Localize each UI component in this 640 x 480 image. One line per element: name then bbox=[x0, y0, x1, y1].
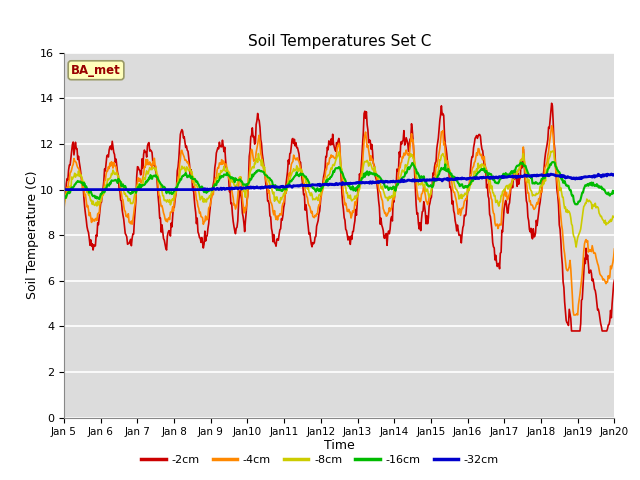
-16cm bbox=[549, 159, 557, 165]
-4cm bbox=[182, 158, 190, 164]
Line: -32cm: -32cm bbox=[64, 174, 614, 190]
-2cm bbox=[212, 160, 220, 166]
-32cm bbox=[182, 187, 190, 192]
Y-axis label: Soil Temperature (C): Soil Temperature (C) bbox=[26, 171, 39, 300]
-16cm bbox=[127, 191, 134, 197]
Text: BA_met: BA_met bbox=[71, 64, 121, 77]
-8cm bbox=[182, 164, 190, 170]
-8cm bbox=[572, 244, 580, 250]
-2cm bbox=[60, 201, 68, 207]
-4cm bbox=[422, 198, 430, 204]
-4cm bbox=[406, 144, 414, 150]
-32cm bbox=[406, 178, 414, 183]
-32cm bbox=[212, 187, 220, 192]
-2cm bbox=[568, 328, 575, 334]
Line: -16cm: -16cm bbox=[64, 162, 614, 204]
-4cm bbox=[570, 312, 578, 318]
-2cm bbox=[611, 277, 618, 283]
-32cm bbox=[607, 171, 615, 177]
-4cm bbox=[60, 206, 68, 212]
-2cm bbox=[70, 152, 78, 158]
-8cm bbox=[212, 181, 220, 187]
-2cm bbox=[127, 237, 134, 242]
X-axis label: Time: Time bbox=[324, 439, 355, 452]
-16cm bbox=[182, 172, 190, 178]
-8cm bbox=[549, 148, 557, 154]
-4cm bbox=[611, 246, 618, 252]
-32cm bbox=[611, 172, 618, 178]
-32cm bbox=[422, 178, 430, 183]
Line: -2cm: -2cm bbox=[64, 103, 614, 331]
Line: -8cm: -8cm bbox=[64, 151, 614, 247]
-8cm bbox=[127, 201, 134, 206]
-4cm bbox=[127, 221, 134, 227]
-8cm bbox=[406, 154, 414, 160]
-8cm bbox=[70, 174, 78, 180]
-2cm bbox=[182, 143, 190, 149]
-8cm bbox=[422, 189, 430, 194]
Legend: -2cm, -4cm, -8cm, -16cm, -32cm: -2cm, -4cm, -8cm, -16cm, -32cm bbox=[136, 451, 504, 469]
-16cm bbox=[422, 179, 430, 184]
-16cm bbox=[212, 182, 220, 188]
-2cm bbox=[422, 221, 430, 227]
-16cm bbox=[406, 165, 414, 170]
-32cm bbox=[70, 187, 78, 192]
-4cm bbox=[212, 175, 220, 181]
-2cm bbox=[548, 100, 556, 106]
-16cm bbox=[70, 183, 78, 189]
-8cm bbox=[611, 215, 618, 220]
-2cm bbox=[406, 136, 414, 142]
-4cm bbox=[70, 156, 78, 161]
Title: Soil Temperatures Set C: Soil Temperatures Set C bbox=[248, 34, 431, 49]
-16cm bbox=[611, 189, 618, 195]
-32cm bbox=[127, 187, 134, 192]
Line: -4cm: -4cm bbox=[64, 126, 614, 315]
-16cm bbox=[60, 194, 68, 200]
-32cm bbox=[60, 187, 68, 192]
-16cm bbox=[573, 202, 580, 207]
-8cm bbox=[60, 203, 68, 208]
-4cm bbox=[548, 123, 556, 129]
